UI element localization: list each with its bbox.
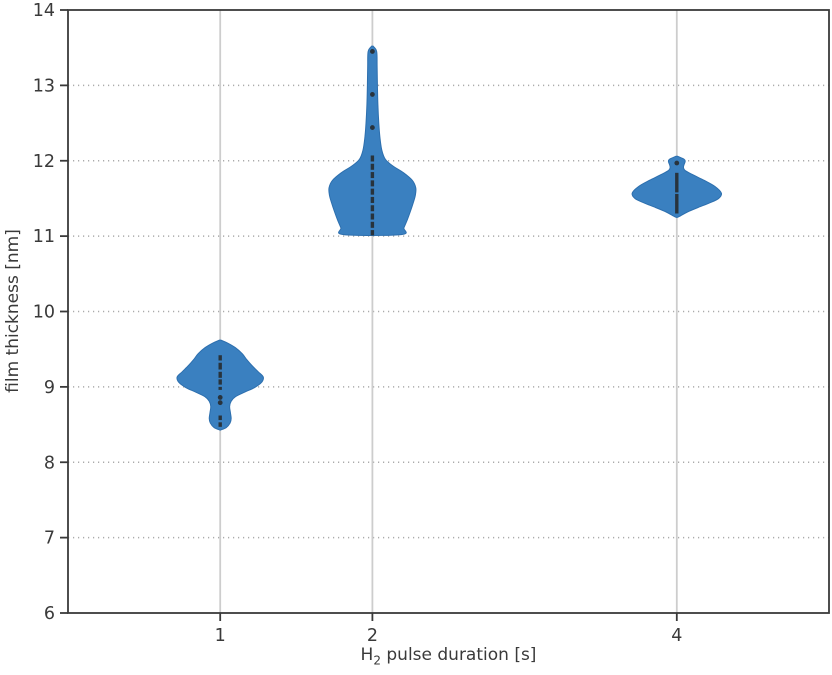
- x-axis-label-rest: pulse duration [s]: [380, 645, 537, 665]
- y-tick-label: 11: [33, 227, 55, 247]
- violin-inner-dot: [370, 125, 375, 130]
- violin-inner-dot: [217, 395, 223, 400]
- y-axis-label: film thickness [nm]: [3, 229, 23, 393]
- y-tick-label: 13: [33, 76, 55, 96]
- x-axis-label-base: H: [360, 645, 374, 665]
- y-tick-label: 7: [44, 529, 55, 549]
- y-tick-label: 9: [44, 378, 55, 398]
- x-axis-label-subscript: 2: [373, 653, 381, 668]
- y-tick-label: 6: [44, 604, 55, 624]
- x-tick-label: 1: [215, 626, 226, 646]
- y-tick-label: 12: [33, 152, 55, 172]
- violin-inner-dot: [370, 49, 375, 54]
- violin-inner-dot: [370, 92, 375, 97]
- violin-body: [328, 45, 417, 236]
- x-tick-label: 2: [367, 626, 378, 646]
- violin-inner-dot: [674, 160, 680, 166]
- violin-inner-dot: [217, 400, 223, 406]
- violin-body: [176, 339, 264, 431]
- x-tick-label: 4: [671, 626, 682, 646]
- y-tick-label: 10: [33, 303, 55, 323]
- y-tick-label: 8: [44, 453, 55, 473]
- y-tick-label: 14: [33, 1, 55, 21]
- x-axis-label: H2 pulse duration [s]: [68, 645, 829, 670]
